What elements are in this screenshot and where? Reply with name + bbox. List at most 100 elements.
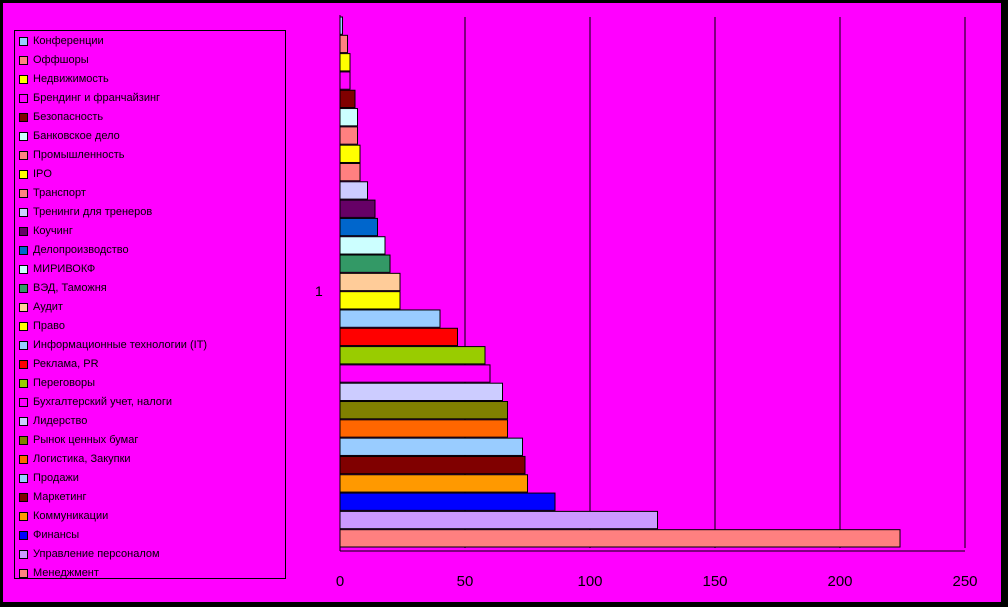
bar xyxy=(339,382,503,402)
legend-swatch xyxy=(19,74,28,84)
legend-label: Маркетинг xyxy=(33,491,87,503)
legend-label: Тренинги для тренеров xyxy=(33,206,153,218)
legend-swatch xyxy=(19,131,28,141)
legend-swatch xyxy=(19,340,28,350)
bar xyxy=(339,126,358,145)
legend-item: Продажи xyxy=(19,471,79,485)
legend-swatch xyxy=(19,55,28,65)
legend-item: МИРИВОКФ xyxy=(19,262,95,276)
bar xyxy=(339,291,401,310)
bar xyxy=(339,108,358,127)
x-tick-label: 150 xyxy=(702,573,727,590)
legend-item: Управление персоналом xyxy=(19,547,160,561)
legend-swatch xyxy=(19,492,28,502)
legend-swatch xyxy=(19,473,28,483)
legend-swatch xyxy=(19,321,28,331)
legend-item: Логистика, Закупки xyxy=(19,452,131,466)
legend-label: Лидерство xyxy=(33,415,88,427)
bar xyxy=(339,455,526,475)
x-tick-label: 200 xyxy=(827,573,852,590)
bar xyxy=(339,34,348,54)
legend-label: Продажи xyxy=(33,472,79,484)
legend-label: Делопроизводство xyxy=(33,244,129,256)
legend-label: Транспорт xyxy=(33,187,86,199)
legend-label: Брендинг и франчайзинг xyxy=(33,92,161,104)
legend-item: IPO xyxy=(19,167,52,181)
legend-item: Менеджмент xyxy=(19,566,99,580)
bar xyxy=(339,272,401,292)
legend-item: Информационные технологии (IT) xyxy=(19,338,207,352)
bar xyxy=(339,71,351,90)
legend-swatch xyxy=(19,169,28,179)
legend-label: Менеджмент xyxy=(33,567,99,579)
legend-item: Тренинги для тренеров xyxy=(19,205,152,219)
bar xyxy=(339,16,343,35)
legend-item: Банковское дело xyxy=(19,129,120,143)
legend: Конференции Оффшоры Недвижимость Брендинг и… xyxy=(14,30,286,579)
bar xyxy=(339,419,508,438)
bar xyxy=(339,162,361,182)
legend-item: Право xyxy=(19,319,65,333)
legend-item: Транспорт xyxy=(19,186,86,200)
legend-swatch xyxy=(19,397,28,407)
legend-label: Безопасность xyxy=(33,111,104,123)
bar xyxy=(339,437,523,456)
bar xyxy=(339,474,528,493)
legend-label: Аудит xyxy=(33,301,63,313)
legend-swatch xyxy=(19,549,28,559)
legend-swatch xyxy=(19,568,28,578)
legend-swatch xyxy=(19,226,28,236)
legend-item: Брендинг и франчайзинг xyxy=(19,91,160,105)
legend-swatch xyxy=(19,454,28,464)
legend-label: Коммуникации xyxy=(33,510,109,522)
legend-label: Право xyxy=(33,320,65,332)
x-tick-label: 100 xyxy=(577,573,602,590)
bar xyxy=(339,492,556,511)
legend-label: Рынок ценных бумаг xyxy=(33,434,139,446)
bar xyxy=(339,144,361,163)
bar xyxy=(339,199,376,218)
legend-item: Коммуникации xyxy=(19,509,108,523)
legend-swatch xyxy=(19,264,28,274)
legend-item: ВЭД, Таможня xyxy=(19,281,107,295)
legend-label: Управление персоналом xyxy=(33,548,160,560)
x-tick-label: 50 xyxy=(457,573,474,590)
legend-label: МИРИВОКФ xyxy=(33,263,96,275)
bar xyxy=(339,364,491,383)
bar xyxy=(339,401,508,420)
legend-item: Конференции xyxy=(19,34,104,48)
legend-label: Коучинг xyxy=(33,225,73,237)
legend-label: Оффшоры xyxy=(33,54,89,66)
bar xyxy=(339,510,658,530)
legend-label: Реклама, PR xyxy=(33,358,99,370)
legend-label: Переговоры xyxy=(33,377,96,389)
legend-swatch xyxy=(19,302,28,312)
bar xyxy=(339,309,441,328)
bar xyxy=(339,346,486,365)
legend-swatch xyxy=(19,283,28,293)
stray-mark: 1 xyxy=(315,283,323,299)
legend-swatch xyxy=(19,36,28,46)
legend-label: Банковское дело xyxy=(33,130,120,142)
legend-label: Недвижимость xyxy=(33,73,109,85)
legend-swatch xyxy=(19,112,28,122)
legend-item: Финансы xyxy=(19,528,79,542)
bar xyxy=(339,236,386,255)
legend-label: Промышленность xyxy=(33,149,125,161)
x-tick-label: 0 xyxy=(336,573,344,590)
bar xyxy=(339,217,378,237)
legend-item: Маркетинг xyxy=(19,490,86,504)
legend-label: IPO xyxy=(33,168,52,180)
legend-swatch xyxy=(19,530,28,540)
legend-label: Логистика, Закупки xyxy=(33,453,131,465)
legend-label: Конференции xyxy=(33,35,104,47)
legend-swatch xyxy=(19,93,28,103)
legend-item: Промышленность xyxy=(19,148,125,162)
legend-item: Лидерство xyxy=(19,414,87,428)
legend-swatch xyxy=(19,435,28,445)
legend-swatch xyxy=(19,207,28,217)
legend-item: Недвижимость xyxy=(19,72,109,86)
legend-swatch xyxy=(19,188,28,198)
legend-item: Рынок ценных бумаг xyxy=(19,433,138,447)
